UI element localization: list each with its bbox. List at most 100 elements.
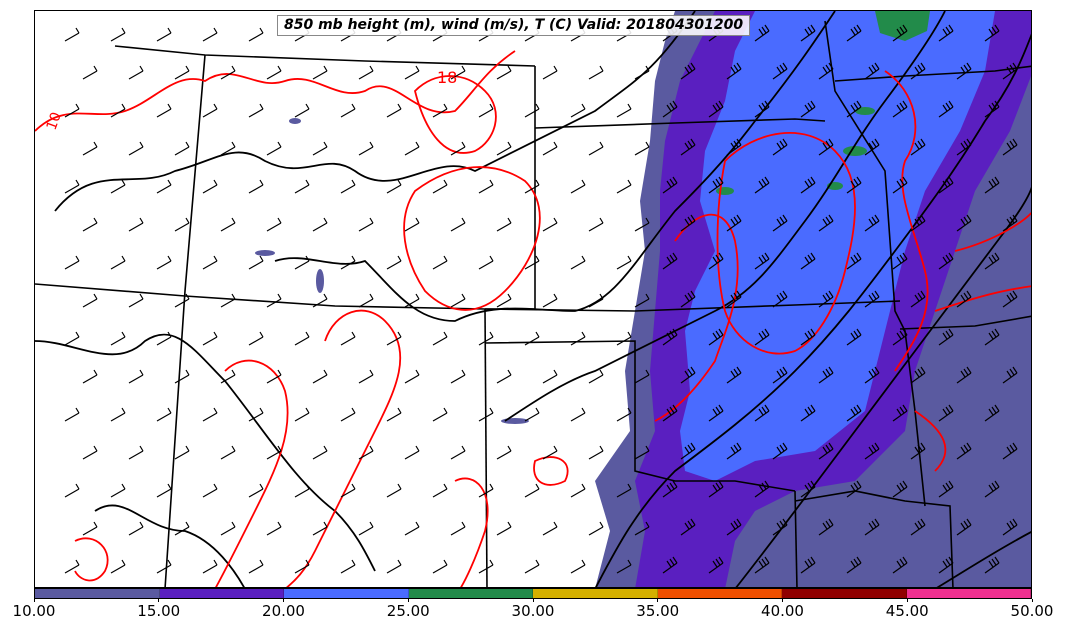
border-1: [114, 45, 536, 67]
wind-barb: [340, 103, 356, 118]
wind-barb: [956, 214, 972, 232]
wind-barb: [156, 179, 172, 194]
wind-barb: [358, 141, 374, 156]
wind-barb: [984, 176, 1000, 194]
colorbar-tick-label: 50.00: [1010, 602, 1054, 620]
wind-barb: [818, 518, 834, 536]
colorbar-tick-mark: [657, 599, 659, 602]
wind-barb: [708, 328, 724, 346]
wind-barb: [956, 290, 972, 308]
colorbar-segment: [159, 589, 284, 598]
wind-barb: [542, 293, 558, 308]
map-canvas: 18 10: [35, 11, 1031, 587]
wind-barb: [294, 407, 310, 422]
wind-barb: [220, 445, 236, 460]
wind-barb: [496, 445, 512, 460]
shade-25-30-b: [843, 146, 867, 156]
wind-barb: [266, 369, 282, 384]
wind-barb: [478, 407, 494, 422]
wind-barb: [202, 27, 218, 42]
wind-barb: [846, 252, 862, 270]
wind-barb: [220, 141, 236, 156]
wind-barb: [432, 483, 448, 498]
wind-barb: [174, 65, 190, 80]
wind-barb: [386, 559, 402, 574]
map-title: 850 mb height (m), wind (m/s), T (C) Val…: [277, 15, 751, 36]
wind-barb: [1002, 62, 1018, 80]
wind-barb: [156, 483, 172, 498]
colorbar-tick-mark: [33, 599, 35, 602]
wind-barb: [64, 559, 80, 574]
wind-barb: [358, 65, 374, 80]
wind-barb: [938, 252, 954, 270]
wind-barb: [588, 141, 604, 156]
wind-barb: [110, 103, 126, 118]
temp-contour-6: [654, 213, 739, 422]
wind-barb: [542, 521, 558, 536]
wind-barb: [800, 480, 816, 498]
temp-contour-7: [716, 131, 856, 355]
wind-barb: [892, 100, 908, 118]
wind-barb: [294, 331, 310, 346]
wind-barb: [662, 328, 678, 346]
wind-barb: [294, 559, 310, 574]
temperature-contours: [35, 50, 1031, 587]
wind-barb: [772, 214, 788, 232]
border-12: [834, 65, 1031, 82]
colorbar-tick-label: 45.00: [885, 602, 929, 620]
wind-barb: [64, 407, 80, 422]
wind-barb: [386, 179, 402, 194]
wind-barb: [404, 445, 420, 460]
temp-contour-3: [286, 309, 402, 587]
wind-barb: [450, 369, 466, 384]
wind-barb: [496, 217, 512, 232]
wind-barb: [450, 65, 466, 80]
wind-barb: [662, 480, 678, 498]
wind-barb: [956, 518, 972, 536]
height-contour-1: [54, 11, 696, 212]
wind-barb: [680, 366, 696, 384]
wind-barb: [386, 407, 402, 422]
map-panel: 18 10: [34, 10, 1032, 588]
temp-contour-2: [414, 75, 497, 154]
colorbar-tick-label: 25.00: [386, 602, 430, 620]
wind-barb: [938, 480, 954, 498]
wind-barb: [634, 369, 650, 384]
wind-barb: [1002, 214, 1018, 232]
wind-barb: [616, 255, 632, 270]
wind-barb: [64, 483, 80, 498]
wind-barb: [312, 293, 328, 308]
shade-speck-4: [289, 118, 301, 124]
wind-barb: [174, 445, 190, 460]
height-contours: [35, 11, 1031, 587]
wind-barb: [128, 141, 144, 156]
wind-barb: [634, 141, 650, 156]
wind-barb: [110, 331, 126, 346]
wind-barb: [754, 404, 770, 422]
border-5: [534, 118, 826, 129]
wind-barb: [818, 290, 834, 308]
wind-barb: [542, 65, 558, 80]
wind-barb: [616, 483, 632, 498]
wind-barb: [404, 65, 420, 80]
temp-contour-1: [35, 50, 516, 132]
wind-barb: [938, 556, 954, 574]
wind-barb: [340, 559, 356, 574]
wind-barb: [128, 293, 144, 308]
wind-barb: [432, 179, 448, 194]
wind-barb: [266, 521, 282, 536]
wind-barb: [910, 442, 926, 460]
wind-barb: [248, 407, 264, 422]
wind-barb: [82, 521, 98, 536]
wind-barb: [386, 255, 402, 270]
wind-barb: [588, 521, 604, 536]
colorbar-tick-label: 10.00: [12, 602, 56, 620]
wind-barb: [864, 366, 880, 384]
wind-barb: [82, 65, 98, 80]
wind-barb: [1002, 366, 1018, 384]
wind-barb: [680, 62, 696, 80]
wind-barb: [266, 65, 282, 80]
wind-barb: [496, 141, 512, 156]
colorbar-tick-label: 30.00: [511, 602, 555, 620]
wind-barb: [524, 255, 540, 270]
